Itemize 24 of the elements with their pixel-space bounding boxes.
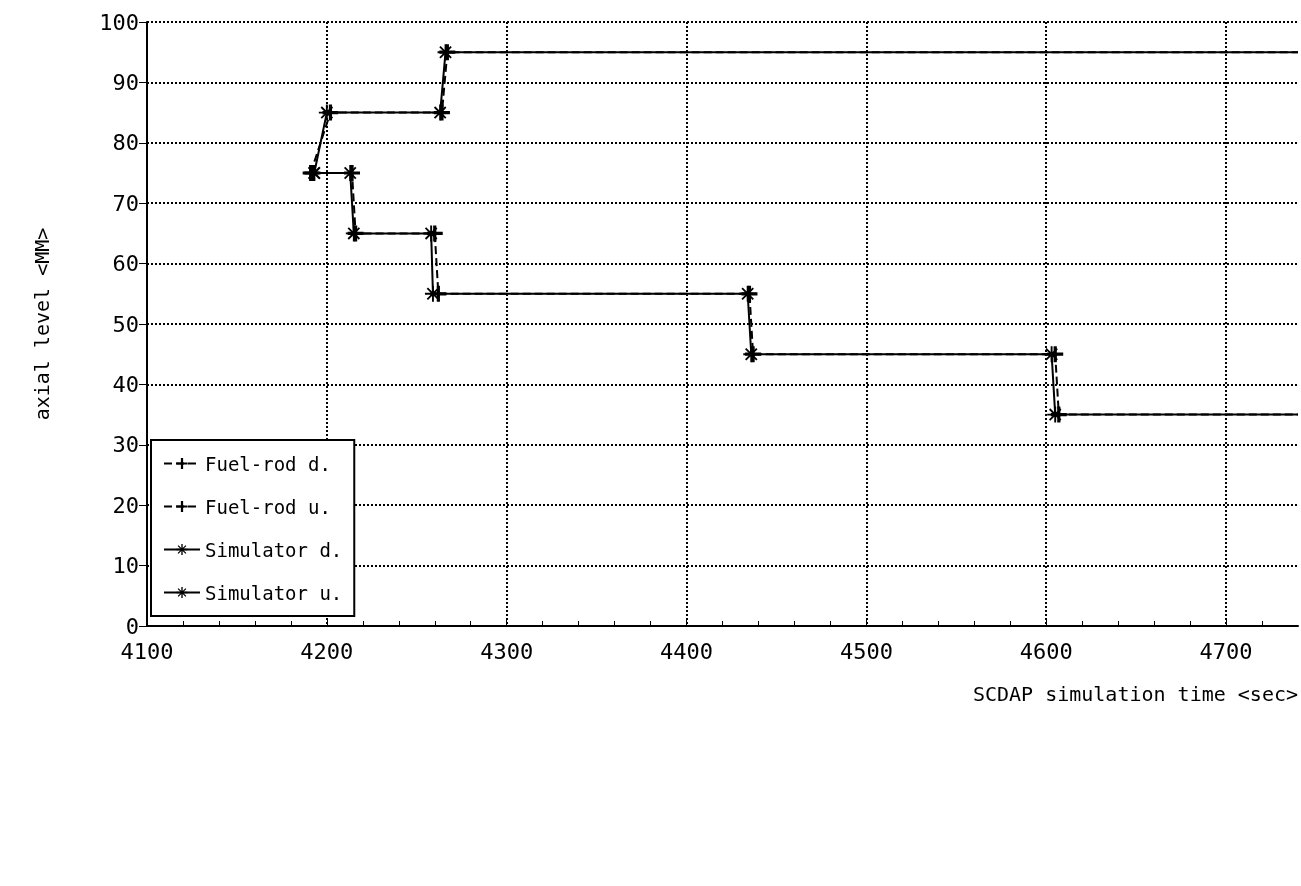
- y-tick-label: 20: [112, 492, 139, 518]
- y-tick-label: 80: [112, 130, 139, 156]
- legend-label: Simulator d.: [205, 538, 343, 561]
- y-tick-label: 60: [112, 251, 139, 277]
- y-tick-label: 0: [125, 613, 139, 639]
- y-tick-label: 70: [112, 190, 139, 216]
- y-tick-label: 50: [112, 311, 139, 337]
- x-axis-title: SCDAP simulation time <sec>: [972, 682, 1298, 706]
- x-tick-label: 4300: [480, 638, 534, 664]
- y-tick-label: 10: [112, 553, 139, 579]
- y-tick-label: 40: [112, 371, 139, 397]
- x-tick-label: 4400: [660, 638, 714, 664]
- y-tick-label: 30: [112, 432, 139, 458]
- x-tick-label: 4500: [839, 638, 893, 664]
- y-axis-title: axial level <MM>: [30, 227, 54, 421]
- y-tick-label: 100: [99, 9, 139, 35]
- x-tick-label: 4700: [1199, 638, 1253, 664]
- legend-label: Fuel-rod u.: [205, 495, 331, 518]
- legend-label: Fuel-rod d.: [205, 452, 331, 475]
- x-tick-label: 4200: [300, 638, 354, 664]
- x-tick-label: 4100: [120, 638, 174, 664]
- legend-label: Simulator u.: [205, 581, 343, 604]
- y-tick-label: 90: [112, 69, 139, 95]
- x-tick-label: 4600: [1019, 638, 1073, 664]
